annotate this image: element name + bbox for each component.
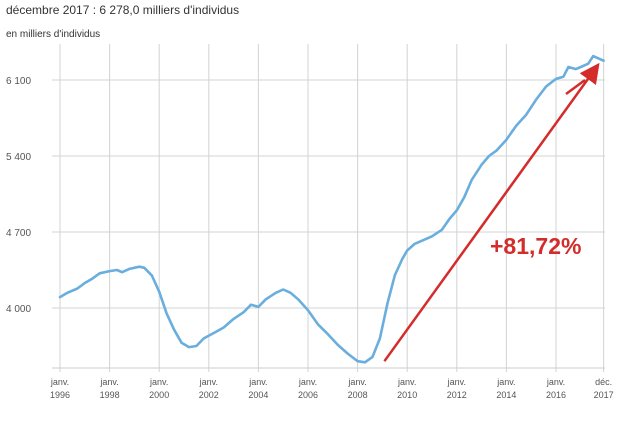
x-tick-label-month: janv. bbox=[50, 377, 69, 387]
x-tick-label-year: 2017 bbox=[594, 390, 614, 400]
x-tick-label-year: 2016 bbox=[546, 390, 566, 400]
growth-arrow bbox=[383, 62, 600, 362]
x-tick-label-month: janv. bbox=[298, 377, 317, 387]
series-line bbox=[58, 54, 605, 364]
series-layer bbox=[58, 54, 605, 364]
y-tick-label: 4 700 bbox=[6, 228, 31, 239]
annotation-layer bbox=[383, 62, 600, 362]
tick-layer: 4 000 4 700 5 400 6 100 janv. 1996 janv. 1998 ja… bbox=[6, 76, 614, 400]
x-tick-label-year: 1998 bbox=[100, 390, 120, 400]
x-tick-label-month: janv. bbox=[99, 377, 118, 387]
x-tick-label-month: janv. bbox=[397, 377, 416, 387]
x-tick-label-year: 2012 bbox=[447, 390, 467, 400]
growth-annotation-label: +81,72% bbox=[490, 233, 582, 259]
y-axis-unit-label: en milliers d'individus bbox=[6, 29, 101, 40]
x-tick-label-year: 2014 bbox=[496, 390, 516, 400]
x-tick-label-year: 2000 bbox=[149, 390, 169, 400]
x-tick-label-year: 2006 bbox=[298, 390, 318, 400]
x-tick-label-year: 2002 bbox=[199, 390, 219, 400]
y-tick-label: 4 000 bbox=[6, 304, 31, 315]
grid-layer bbox=[52, 44, 605, 372]
x-tick-label-year: 2008 bbox=[348, 390, 368, 400]
y-tick-label: 6 100 bbox=[6, 76, 31, 87]
x-tick-label-month: janv. bbox=[149, 377, 168, 387]
x-tick-label-month: janv. bbox=[248, 377, 267, 387]
x-tick-label-month: janv. bbox=[199, 377, 218, 387]
x-tick-label-year: 2004 bbox=[248, 390, 268, 400]
x-tick-label-month: déc. bbox=[595, 377, 612, 387]
x-tick-label-month: janv. bbox=[496, 377, 515, 387]
chart-title: décembre 2017 : 6 278,0 milliers d'indiv… bbox=[6, 3, 240, 17]
growth-arrow-barb bbox=[565, 78, 586, 96]
x-tick-label-year: 2010 bbox=[397, 390, 417, 400]
x-tick-label-month: janv. bbox=[447, 377, 466, 387]
y-tick-label: 5 400 bbox=[6, 152, 31, 163]
x-tick-label-month: janv. bbox=[347, 377, 366, 387]
x-tick-label-year: 1996 bbox=[50, 390, 70, 400]
x-tick-label-month: janv. bbox=[546, 377, 565, 387]
